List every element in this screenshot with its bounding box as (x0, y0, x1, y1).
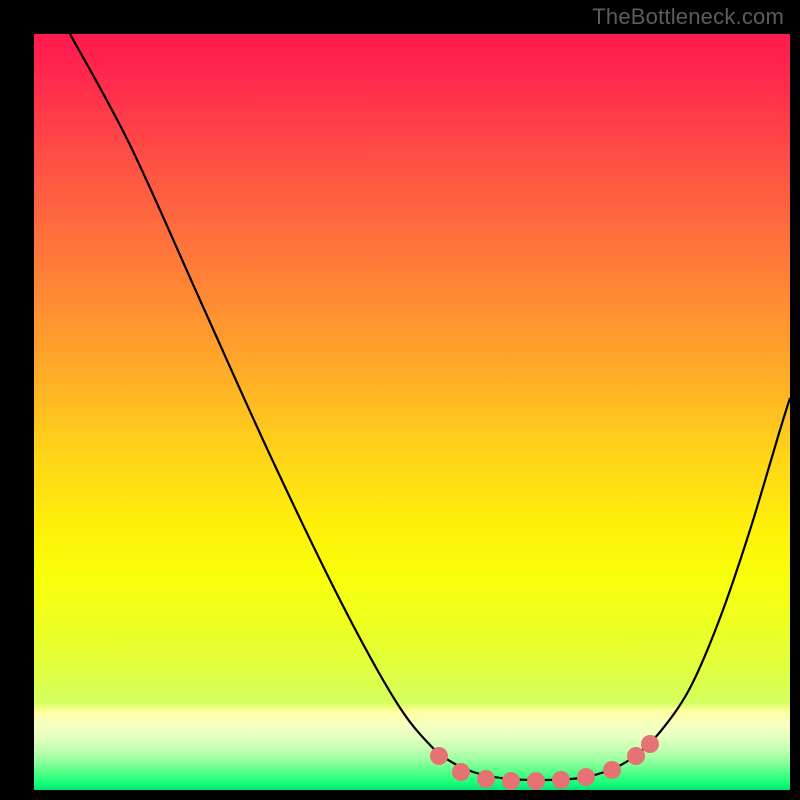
marker-dot (627, 747, 645, 765)
plot-area (34, 34, 790, 790)
chart-svg (0, 0, 800, 800)
marker-dot (552, 771, 570, 789)
marker-dot (430, 747, 448, 765)
marker-dot (641, 735, 659, 753)
marker-dot (577, 768, 595, 786)
marker-dot (502, 772, 520, 790)
watermark-text: TheBottleneck.com (592, 4, 784, 30)
marker-dot (603, 761, 621, 779)
marker-dot (452, 763, 470, 781)
chart-frame: TheBottleneck.com (0, 0, 800, 800)
marker-dot (527, 772, 545, 790)
marker-dot (477, 770, 495, 788)
